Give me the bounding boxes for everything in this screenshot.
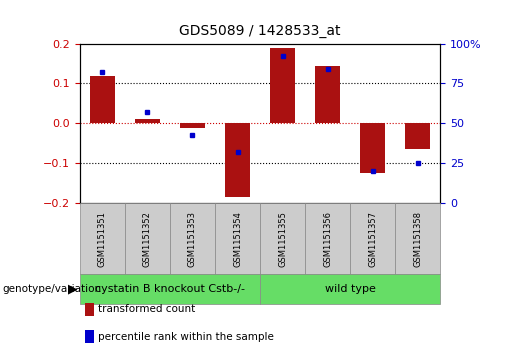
Bar: [270, 48, 295, 123]
Text: GSM1151358: GSM1151358: [414, 211, 422, 267]
Text: GSM1151352: GSM1151352: [143, 211, 152, 266]
Text: wild type: wild type: [325, 284, 375, 294]
Text: genotype/variation: genotype/variation: [3, 284, 101, 294]
Bar: [360, 123, 385, 174]
Bar: [180, 123, 205, 128]
Text: GSM1151355: GSM1151355: [278, 211, 287, 266]
Bar: [405, 123, 430, 150]
Text: GDS5089 / 1428533_at: GDS5089 / 1428533_at: [179, 24, 341, 38]
Text: GSM1151354: GSM1151354: [233, 211, 242, 266]
Text: GSM1151356: GSM1151356: [323, 211, 332, 267]
Bar: [135, 119, 160, 123]
Text: ▶: ▶: [67, 282, 77, 295]
Text: percentile rank within the sample: percentile rank within the sample: [98, 331, 274, 342]
Text: GSM1151351: GSM1151351: [98, 211, 107, 266]
Bar: [315, 65, 340, 123]
Bar: [225, 123, 250, 197]
Text: transformed count: transformed count: [98, 304, 195, 314]
Text: GSM1151353: GSM1151353: [188, 211, 197, 267]
Bar: [90, 76, 115, 123]
Text: cystatin B knockout Cstb-/-: cystatin B knockout Cstb-/-: [95, 284, 245, 294]
Text: GSM1151357: GSM1151357: [368, 211, 377, 267]
